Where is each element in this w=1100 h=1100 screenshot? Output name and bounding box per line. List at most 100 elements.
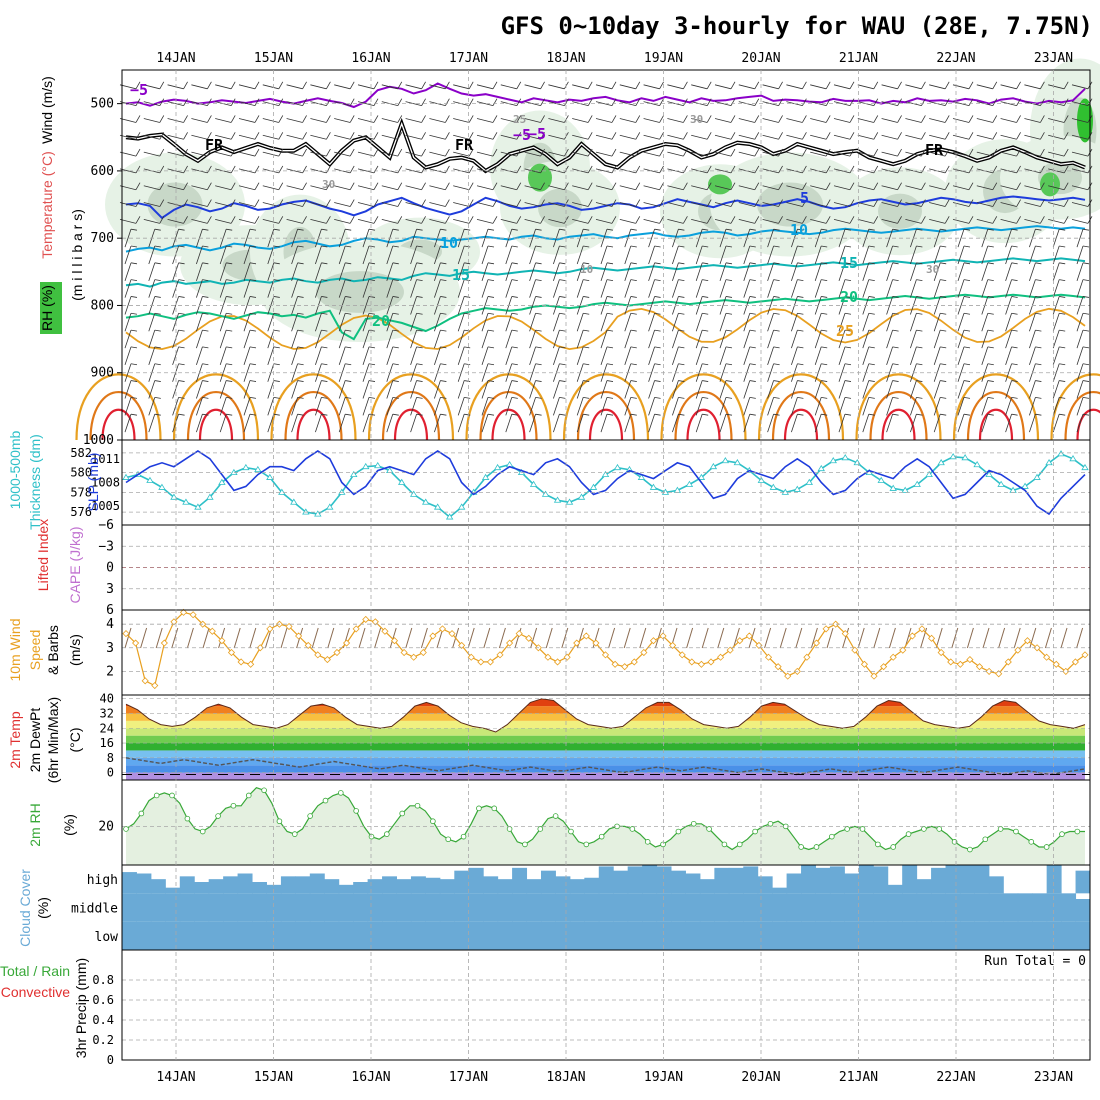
barb-flag xyxy=(130,396,138,399)
wind-barb xyxy=(524,132,545,140)
wind-barb xyxy=(905,132,926,140)
barb-flag xyxy=(1016,115,1021,123)
wind-barb xyxy=(672,413,685,433)
wind-speed-marker xyxy=(515,630,523,638)
isotherm--5C xyxy=(125,82,1086,109)
wind-barb xyxy=(338,380,352,399)
cloud-cell xyxy=(367,921,383,950)
barb-flag xyxy=(302,148,307,157)
barb-flag xyxy=(1016,216,1021,224)
barb-shaft xyxy=(1000,118,1017,123)
barb-shaft xyxy=(857,202,874,207)
wind-barb xyxy=(1029,380,1042,399)
barb-flag xyxy=(440,329,447,332)
barb-flag xyxy=(392,396,399,399)
wind-barb xyxy=(410,346,423,366)
cloud-cell xyxy=(165,921,181,950)
wind-barb xyxy=(529,413,542,433)
wind-barb xyxy=(453,81,474,90)
isotherm-25 xyxy=(125,307,1086,351)
barb-shaft xyxy=(881,218,898,224)
cloud-cell xyxy=(858,865,874,894)
barb-flag xyxy=(416,380,423,382)
wind-barb xyxy=(1076,228,1090,248)
wind-speed-marker xyxy=(870,672,878,680)
barb-flag xyxy=(392,245,399,248)
barb-flag xyxy=(392,262,399,265)
barb-flag xyxy=(183,115,188,123)
wind-speed-marker xyxy=(285,622,293,631)
barb-flag xyxy=(897,81,902,90)
ylabel-wind10m-2: Speed xyxy=(27,630,43,670)
wind-barb xyxy=(833,81,855,90)
wind-barb xyxy=(481,380,495,399)
wind-barb xyxy=(124,329,138,349)
wind-speed-marker xyxy=(985,667,993,675)
wind-barb xyxy=(600,296,614,315)
ylabel-slp: SLP (mb) xyxy=(85,453,101,512)
barb-shaft xyxy=(262,151,279,157)
wind-barb xyxy=(172,380,185,399)
barb-shaft xyxy=(124,279,132,298)
barb-shaft xyxy=(386,245,394,265)
barb-flag xyxy=(345,346,352,349)
wind-speed-marker xyxy=(601,651,610,659)
barb-flag xyxy=(230,98,236,106)
barb-shaft xyxy=(643,185,660,191)
wind-barb xyxy=(838,262,852,281)
tick-label-left: 582 xyxy=(70,446,92,460)
barb-shaft xyxy=(524,118,541,123)
barb-flag xyxy=(897,199,902,207)
wind-barb xyxy=(767,380,780,399)
barb-flag xyxy=(183,165,188,174)
barb-flag xyxy=(606,312,614,315)
wind-barb xyxy=(1024,81,1045,90)
barb-shaft xyxy=(862,397,870,416)
wind-barb xyxy=(238,216,260,224)
wind-barb xyxy=(262,182,284,191)
barb-flag xyxy=(135,182,141,190)
rh-marker xyxy=(798,844,804,850)
barb-flag xyxy=(587,132,593,140)
barb-shaft xyxy=(648,313,655,332)
barb-shaft xyxy=(196,313,203,332)
thickness-marker xyxy=(445,513,454,520)
wind-speed-marker xyxy=(295,632,303,640)
barb-shaft xyxy=(838,245,846,265)
wind-barb xyxy=(957,346,971,366)
wind-barb xyxy=(386,380,399,399)
barb-flag xyxy=(207,81,212,90)
barb-shaft xyxy=(338,380,346,399)
barb-flag xyxy=(963,396,971,399)
wind-barb xyxy=(695,279,709,298)
wind-speed-marker xyxy=(1014,646,1022,654)
barb-shaft xyxy=(500,84,517,90)
wind-speed-marker xyxy=(927,634,936,642)
barb-shaft xyxy=(600,313,608,332)
rh-marker xyxy=(675,828,682,835)
barb-flag xyxy=(278,132,284,140)
barb-flag xyxy=(178,363,185,366)
barb-shaft xyxy=(933,329,941,349)
barb-shaft xyxy=(291,346,298,366)
wind-barb xyxy=(291,312,304,332)
barb-flag xyxy=(587,199,593,207)
barb-shaft xyxy=(505,245,513,265)
wind-barb xyxy=(215,115,236,123)
wind-speed-marker xyxy=(218,637,226,645)
thickness-marker xyxy=(362,462,370,470)
wind-barb xyxy=(553,279,566,298)
barb-flag xyxy=(802,199,807,207)
wind-barb xyxy=(738,216,760,224)
cloud-cell xyxy=(468,893,484,922)
day-label-top: 22JAN xyxy=(936,51,975,66)
wind-barb xyxy=(910,413,923,433)
cloud-cell xyxy=(772,887,788,894)
barb-flag xyxy=(416,346,423,349)
barb-shaft xyxy=(905,118,922,123)
wind-barb xyxy=(886,245,899,265)
barb-flag xyxy=(345,396,352,399)
warm-contour xyxy=(588,408,624,441)
barb-flag xyxy=(373,216,379,224)
barb-flag xyxy=(868,380,875,382)
